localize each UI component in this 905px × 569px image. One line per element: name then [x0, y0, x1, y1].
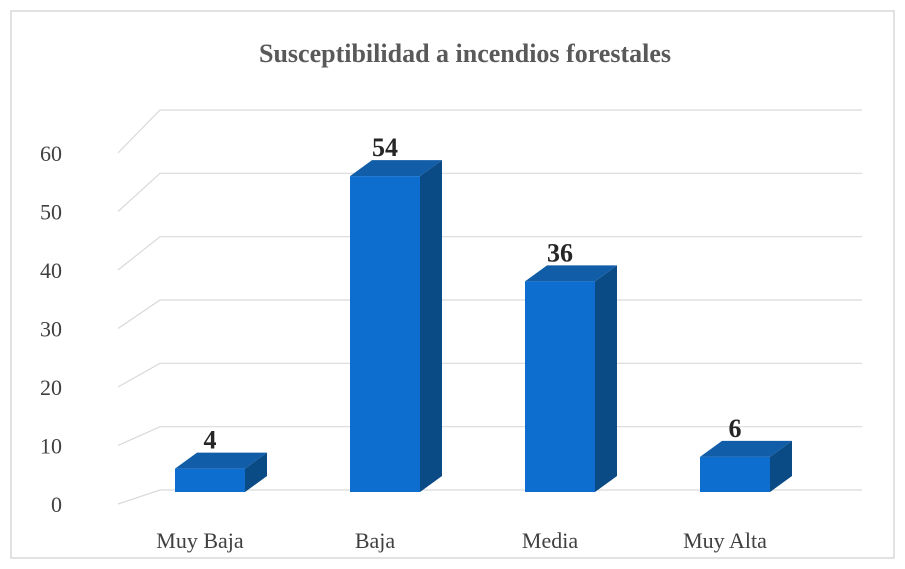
bar-side [595, 265, 617, 492]
bar [175, 452, 267, 492]
grid-line [117, 426, 862, 447]
x-tick-label: Baja [355, 528, 396, 553]
grid-line [117, 109, 862, 154]
x-tick-label: Muy Alta [683, 528, 767, 553]
data-label: 36 [547, 238, 573, 267]
bar [350, 160, 442, 492]
bar-top [700, 440, 792, 457]
y-tick-label: 50 [40, 200, 62, 225]
bar [525, 265, 617, 492]
grid-line [117, 236, 862, 271]
bar-top [350, 160, 442, 177]
y-tick-label: 40 [40, 258, 62, 283]
data-label: 54 [372, 133, 398, 162]
y-tick-label: 20 [40, 375, 62, 400]
y-tick-label: 60 [40, 141, 62, 166]
bar-front [175, 468, 245, 492]
bar-front [525, 281, 595, 492]
bar-front [350, 176, 420, 492]
y-tick-label: 30 [40, 317, 62, 342]
bar-top [175, 452, 267, 469]
data-label: 4 [204, 426, 217, 455]
bar-top [525, 265, 617, 282]
data-label: 6 [729, 414, 742, 443]
bar-side [245, 452, 267, 492]
y-tick-label: 0 [51, 492, 62, 517]
bar-front [700, 456, 770, 492]
y-tick-label: 10 [40, 434, 62, 459]
grid-line [117, 172, 862, 212]
bar-side [420, 160, 442, 492]
bar [700, 440, 792, 492]
x-tick-label: Muy Baja [156, 528, 244, 553]
bar-side [770, 440, 792, 492]
chart-title: Susceptibilidad a incendios forestales [259, 39, 671, 68]
grid-line [117, 362, 862, 388]
x-tick-label: Media [522, 528, 578, 553]
grid-line [117, 299, 862, 329]
grid-line [117, 489, 862, 505]
